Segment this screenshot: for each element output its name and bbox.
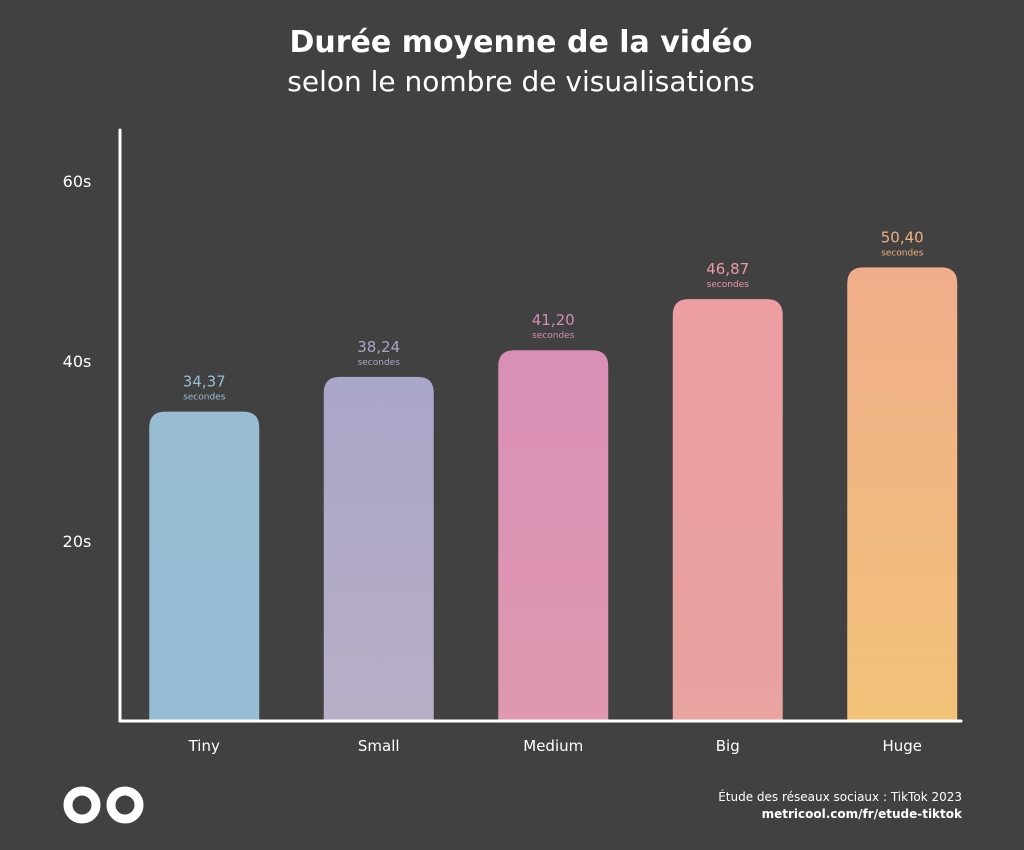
chart-subtitle: selon le nombre de visualisations — [287, 65, 755, 98]
source-text: Étude des réseaux sociaux : TikTok 2023 — [718, 790, 962, 804]
value-label-huge: 50,40 — [881, 228, 924, 246]
title-block: Durée moyenne de la vidéo selon le nombr… — [0, 22, 1024, 100]
x-tick-label-huge: Huge — [882, 737, 922, 755]
value-unit-huge: secondes — [881, 248, 924, 258]
value-label-small: 38,24 — [357, 338, 400, 356]
footer-note: Étude des réseaux sociaux : TikTok 2023 … — [718, 789, 962, 823]
x-tick-label-medium: Medium — [523, 737, 583, 755]
infinity-logo-icon — [63, 786, 144, 824]
value-label-tiny: 34,37 — [183, 373, 226, 391]
value-label-medium: 41,20 — [532, 311, 575, 329]
x-tick-label-big: Big — [716, 737, 740, 755]
y-tick-label: 20s — [63, 532, 92, 551]
bar-tiny — [149, 411, 260, 721]
value-label-big: 46,87 — [706, 260, 749, 278]
value-unit-medium: secondes — [532, 331, 575, 341]
value-unit-big: secondes — [707, 280, 750, 290]
bar-big — [672, 299, 783, 721]
x-tick-label-tiny: Tiny — [188, 737, 220, 755]
x-tick-label-small: Small — [358, 737, 400, 755]
value-unit-small: secondes — [358, 358, 401, 368]
y-tick-label: 60s — [63, 172, 92, 191]
y-tick-label: 40s — [63, 352, 92, 371]
source-url: metricool.com/fr/etude-tiktok — [761, 807, 962, 821]
bar-small — [323, 376, 434, 721]
bar-medium — [498, 350, 609, 721]
bar-huge — [847, 267, 958, 721]
chart-title: Durée moyenne de la vidéo — [289, 25, 753, 60]
value-unit-tiny: secondes — [183, 393, 226, 403]
